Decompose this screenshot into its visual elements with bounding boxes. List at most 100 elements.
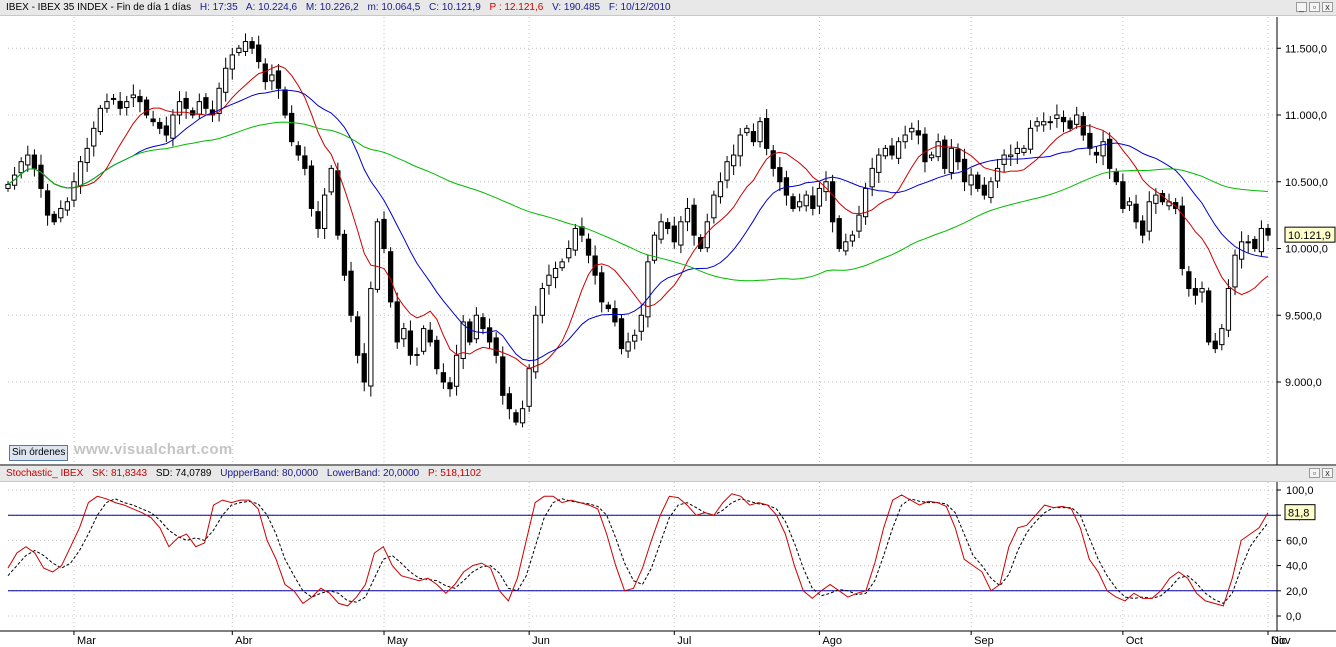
sd-value: SD: 74,0789 xyxy=(155,468,212,479)
candle-body xyxy=(856,214,862,232)
price-tick-label: 11.000,0 xyxy=(1285,110,1327,122)
month-label: Oct xyxy=(1126,635,1143,647)
candle-body xyxy=(1113,171,1119,183)
candle-body xyxy=(1258,227,1265,253)
volume-value: V: 190.485 xyxy=(552,2,601,13)
moving-averages xyxy=(7,65,1269,370)
candle-body xyxy=(150,118,156,123)
candle-body xyxy=(289,112,295,143)
candle-body xyxy=(651,234,658,261)
candle-body xyxy=(1205,290,1212,343)
candle-body xyxy=(216,87,222,114)
stoch-tick-label: 40,0 xyxy=(1286,561,1307,573)
ma-medium-line xyxy=(7,89,1269,362)
close-value: C: 10.121,9 xyxy=(429,2,481,13)
candle-body xyxy=(110,97,117,100)
candle-body xyxy=(1192,288,1199,296)
candle-body xyxy=(374,221,381,290)
candle-body xyxy=(387,251,394,303)
orders-button[interactable]: Sin órdenes xyxy=(9,445,69,461)
candle-body xyxy=(71,181,77,201)
candle-body xyxy=(1047,121,1053,124)
candle-body xyxy=(1008,154,1014,158)
prev-value: P : 12.121,6 xyxy=(489,2,544,13)
candle-body xyxy=(942,139,948,169)
candle-body xyxy=(1093,151,1100,156)
candle-body xyxy=(302,155,308,169)
candle-body xyxy=(5,183,11,189)
open-value: A: 10.224,6 xyxy=(245,2,298,13)
month-label: Abr xyxy=(235,635,252,647)
stoch-restore-button[interactable]: ▫ xyxy=(1309,468,1320,478)
candle-body xyxy=(915,130,922,136)
candle-body xyxy=(1021,147,1027,153)
candle-body xyxy=(137,96,143,103)
candle-body xyxy=(671,225,677,243)
candle-body xyxy=(262,63,268,83)
candle-body xyxy=(1126,201,1133,206)
candle-body xyxy=(552,268,559,279)
hour-value: H: 17:35 xyxy=(199,2,238,13)
stoch-tick-label: 20,0 xyxy=(1286,586,1307,598)
candle-body xyxy=(994,167,1001,182)
price-tick-label: 10.000,0 xyxy=(1285,244,1328,256)
last-price-label: 10.121,9 xyxy=(1288,230,1331,242)
candle-body xyxy=(790,196,796,209)
stoch-tick-label: 60,0 xyxy=(1286,535,1307,547)
ma-long-line xyxy=(7,121,1269,282)
stoch-close-button[interactable]: x xyxy=(1322,468,1333,478)
candle-body xyxy=(361,353,367,383)
candle-body xyxy=(566,248,572,259)
candle-body xyxy=(928,154,935,159)
candle-body xyxy=(519,408,526,424)
sk-line xyxy=(7,493,1269,607)
price-header: IBEX - IBEX 35 INDEX - Fin de día 1 días… xyxy=(0,0,1336,16)
candle-body xyxy=(1212,340,1218,350)
candle-body xyxy=(269,74,275,82)
last-price-box xyxy=(1284,226,1336,243)
candle-body xyxy=(599,272,605,303)
candle-body xyxy=(902,134,908,143)
candle-body xyxy=(1140,220,1146,236)
candle-body xyxy=(447,382,453,390)
candle-body xyxy=(486,327,493,343)
p-value: P: 518,1102 xyxy=(427,468,482,479)
sd-line xyxy=(7,498,1269,605)
candle-body xyxy=(223,67,229,93)
candle-body xyxy=(414,353,420,356)
candle-body xyxy=(770,150,776,169)
candle-body xyxy=(711,194,717,219)
candle-body xyxy=(750,131,757,143)
candles xyxy=(5,33,1271,428)
candle-body xyxy=(25,154,31,166)
restore-button[interactable]: ▫ xyxy=(1309,2,1320,12)
candle-body xyxy=(315,211,321,229)
candle-body xyxy=(163,125,169,136)
last-stoch-box xyxy=(1284,504,1316,521)
candle-body xyxy=(130,94,136,99)
candle-body xyxy=(354,316,361,356)
candle-body xyxy=(467,321,473,343)
candle-body xyxy=(988,181,994,199)
sk-value: SK: 81,8343 xyxy=(92,468,148,479)
candle-body xyxy=(796,201,803,208)
candle-body xyxy=(658,221,664,240)
high-value: M: 10.226,2 xyxy=(305,2,359,13)
candle-body xyxy=(460,321,466,360)
price-tick-label: 10.500,0 xyxy=(1285,177,1328,189)
candle-body xyxy=(895,141,902,159)
minimize-button[interactable]: _ xyxy=(1296,2,1307,12)
candle-body xyxy=(691,204,697,236)
candle-body xyxy=(810,195,816,209)
close-button[interactable]: x xyxy=(1322,2,1333,12)
candle-body xyxy=(803,194,809,207)
candle-body xyxy=(757,121,763,143)
month-label: Jul xyxy=(677,635,691,647)
candle-body xyxy=(31,154,38,169)
ma-short-line xyxy=(7,65,1269,370)
axes: 9.000,0 9.500,0 10.000,0 10.500,0 11.000,0 11… xyxy=(0,17,1336,647)
candle-body xyxy=(1232,254,1238,288)
candle-body xyxy=(328,167,334,193)
candle-body xyxy=(176,101,183,116)
candle-body xyxy=(117,100,123,109)
